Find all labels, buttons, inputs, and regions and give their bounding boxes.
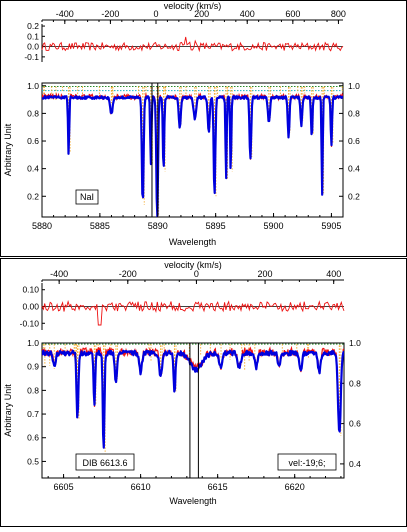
residual-tick-label: 0.00 — [22, 302, 39, 312]
right-y-tick-label: 0.4 — [348, 164, 360, 174]
residual-series — [41, 36, 344, 53]
residual-tick-label: 0.2 — [27, 21, 39, 31]
spectrum-series — [42, 95, 343, 217]
x-axis-label: Wavelength — [169, 496, 216, 506]
x-tick-label: 5890 — [148, 221, 168, 231]
left-y-tick-label: 1.0 — [27, 81, 39, 91]
left-y-tick-label: 0.6 — [27, 136, 39, 146]
right-y-tick-label: 0.8 — [348, 108, 360, 118]
velocity-tick-label: -200 — [101, 9, 119, 19]
panel-dib: velocity (km/s) -400 -200 0 200 400 0.10 0.00 -0… — [0, 258, 407, 527]
velocity-tick-label: 400 — [326, 269, 341, 279]
x-tick-label: 5885 — [90, 221, 110, 231]
panel-nai: velocity (km/s)-400 -200 0 200 400 600 8000.20… — [0, 0, 407, 257]
spectrum-series — [42, 349, 344, 449]
residual-tick-label: 0.10 — [22, 285, 39, 295]
velocity-box-label: vel:-19;6; — [288, 458, 325, 468]
velocity-tick-label: 800 — [331, 9, 346, 19]
right-y-tick-label: 0.8 — [349, 378, 361, 388]
left-y-tick-label: 0.2 — [27, 191, 39, 201]
right-y-tick-label: 0.6 — [348, 136, 360, 146]
residual-tick-label: 0.1 — [27, 31, 39, 41]
x-axis-label: Wavelength — [169, 237, 216, 247]
velocity-tick-label: 200 — [258, 269, 273, 279]
panel-label-box — [75, 453, 135, 471]
plot-area — [42, 343, 344, 478]
residual-series — [41, 299, 345, 326]
x-tick-label: 6610 — [131, 482, 151, 492]
x-tick-label: 6620 — [285, 482, 305, 492]
velocity-tick-label: -200 — [119, 269, 137, 279]
velocity-tick-label: 0 — [194, 269, 199, 279]
velocity-tick-label: -400 — [50, 269, 68, 279]
velocity-axis-title: velocity (km/s) — [164, 260, 222, 270]
main-plot-frame — [41, 342, 345, 479]
residual-tick-label: 0.0 — [27, 42, 39, 52]
x-tick-label: 5905 — [321, 221, 341, 231]
left-y-tick-label: 0.7 — [27, 409, 39, 419]
left-y-tick-label: 0.8 — [27, 108, 39, 118]
x-tick-label: 6605 — [54, 482, 74, 492]
panel-label: DIB 6613.6 — [82, 458, 127, 468]
x-tick-label: 5900 — [264, 221, 284, 231]
right-y-tick-label: 0.6 — [349, 419, 361, 429]
right-y-tick-label: 0.2 — [348, 191, 360, 201]
y-axis-label: Arbitrary Unit — [3, 384, 13, 437]
panel-label-box — [75, 189, 99, 205]
velocity-tick-label: 600 — [285, 9, 300, 19]
y-axis-label: Arbitrary Unit — [3, 123, 13, 176]
velocity-tick-label: 200 — [194, 9, 209, 19]
left-y-tick-label: 1.0 — [27, 338, 39, 348]
panel-label: NaI — [80, 192, 94, 202]
velocity-axis-title: velocity (km/s) — [164, 1, 222, 11]
left-y-tick-label: 0.9 — [27, 362, 39, 372]
plot-area — [42, 83, 343, 217]
velocity-tick-label: -400 — [56, 9, 74, 19]
velocity-tick-label: 400 — [240, 9, 255, 19]
x-tick-label: 5895 — [206, 221, 226, 231]
x-tick-label: 5880 — [32, 221, 52, 231]
right-y-tick-label: 0.4 — [349, 459, 361, 469]
left-y-tick-label: 0.4 — [27, 164, 39, 174]
residual-tick-label: -0.1 — [24, 52, 39, 62]
right-y-tick-label: 1.0 — [348, 81, 360, 91]
velocity-box — [277, 453, 337, 471]
x-tick-label: 6615 — [208, 482, 228, 492]
velocity-tick-label: 0 — [154, 9, 159, 19]
left-y-tick-label: 0.6 — [27, 433, 39, 443]
left-y-tick-label: 0.8 — [27, 385, 39, 395]
left-y-tick-label: 0.5 — [27, 456, 39, 466]
residual-tick-label: -0.10 — [20, 318, 40, 328]
right-y-tick-label: 1.0 — [349, 338, 361, 348]
panel-frame — [0, 0, 407, 257]
